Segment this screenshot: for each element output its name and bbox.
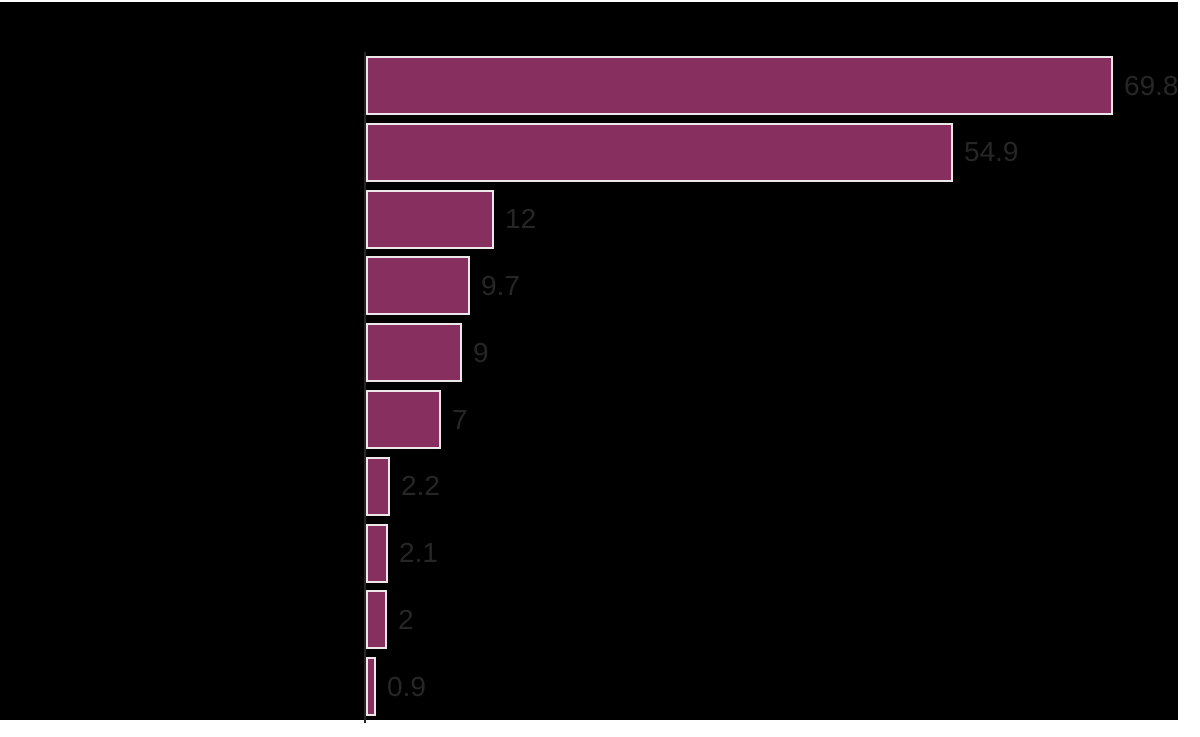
bar-value-label: 2.1 [399,537,438,569]
bar [366,189,494,249]
bar-chart: 69.8 54.9 12 9.7 9 7 2.2 2.1 2 0.9 [0,2,1179,723]
bar [366,323,462,383]
bar-value-label: 9 [473,336,489,368]
y-axis-spine [364,52,366,723]
bar [366,122,953,182]
bar-value-label: 69.8 [1124,69,1179,101]
bar [366,390,441,449]
bar [366,590,387,650]
bar-value-label: 9.7 [481,269,520,301]
bar [366,657,376,717]
bar-value-label: 2.2 [401,470,440,502]
bar [366,456,390,516]
bar-value-label: 7 [452,403,468,435]
bar-value-label: 54.9 [964,136,1019,168]
bar-value-label: 0.9 [387,670,426,702]
bar-value-label: 2 [398,603,414,635]
bar [366,56,1113,115]
bar [366,256,470,316]
bar [366,523,388,583]
bar-value-label: 12 [505,203,537,235]
